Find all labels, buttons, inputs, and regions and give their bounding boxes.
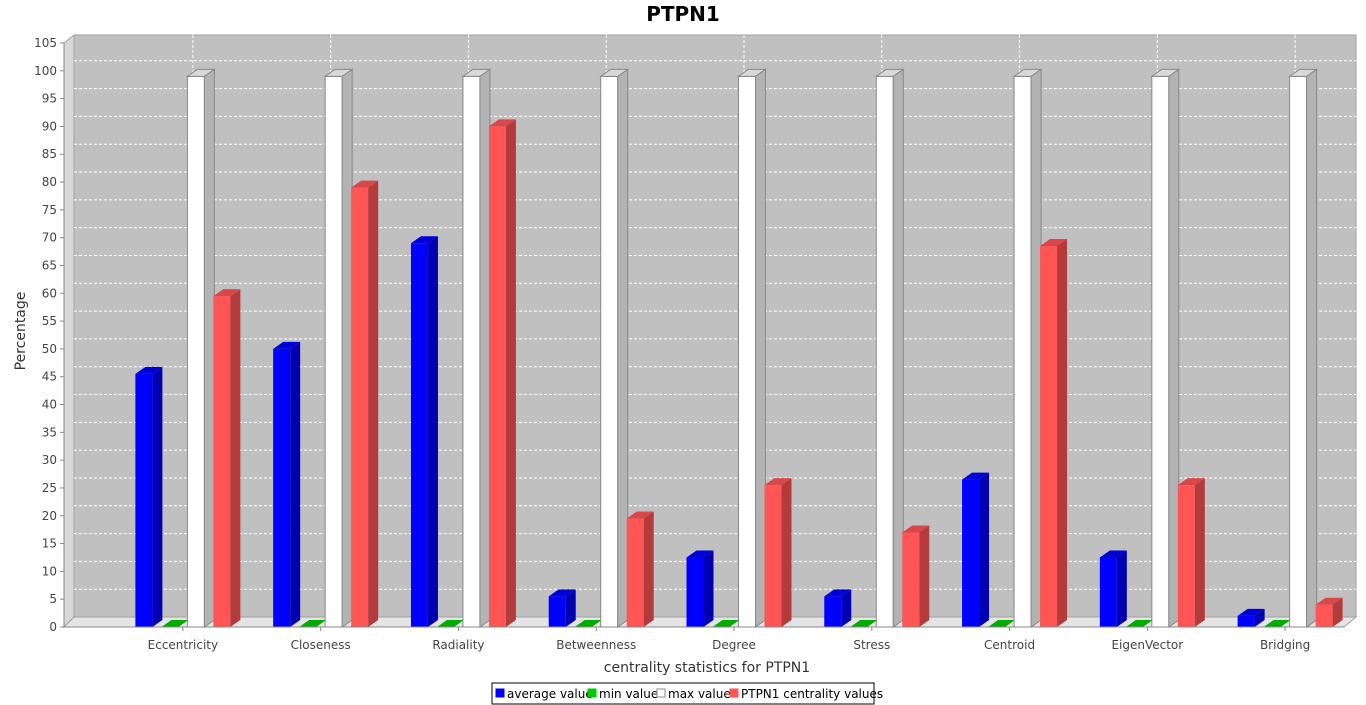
bar: [185, 68, 216, 628]
legend-item: min value: [587, 687, 658, 701]
x-tick-label: Stress: [853, 638, 890, 652]
bar: [1315, 597, 1343, 627]
bar: [461, 68, 492, 628]
y-tick-label: 15: [42, 537, 57, 551]
y-tick-label: 0: [49, 620, 57, 634]
x-tick-label: EigenVector: [1111, 638, 1183, 652]
legend: average value min value max value PTPN1 cen…: [491, 682, 883, 705]
x-tick-label: Closeness: [291, 638, 351, 652]
y-tick-label: 75: [42, 203, 57, 217]
x-axis-label: centrality statistics for PTPN1: [604, 660, 810, 676]
y-tick-label: 100: [34, 64, 57, 78]
bar: [874, 68, 905, 628]
legend-swatch: [587, 688, 597, 698]
legend-label: max value: [668, 687, 731, 701]
legend-item: average value: [495, 687, 593, 701]
x-tick-label: Centroid: [984, 638, 1035, 652]
y-tick-label: 35: [42, 425, 57, 439]
y-tick-label: 55: [42, 314, 57, 328]
bar: [962, 472, 990, 627]
x-axis: Eccentricity Closeness Radiality Betweennes…: [64, 626, 1344, 652]
bar: [626, 511, 654, 627]
y-tick-label: 85: [42, 147, 57, 161]
x-tick-label: Bridging: [1260, 638, 1310, 652]
legend-item: max value: [656, 687, 731, 701]
x-tick-label: Degree: [712, 638, 756, 652]
y-tick-label: 10: [42, 564, 57, 578]
bar: [1040, 239, 1068, 627]
legend-swatch: [656, 688, 666, 698]
y-tick-label: 30: [42, 453, 57, 467]
bar: [410, 236, 438, 627]
y-tick-label: 60: [42, 286, 57, 300]
y-tick-label: 95: [42, 92, 57, 106]
y-tick-label: 20: [42, 509, 57, 523]
y-tick-label: 80: [42, 175, 57, 189]
bar: [599, 68, 630, 628]
y-tick-label: 50: [42, 342, 57, 356]
legend-swatch: [495, 688, 505, 698]
bar: [1150, 68, 1181, 628]
legend-label: PTPN1 centrality values: [741, 687, 883, 701]
y-tick-label: 90: [42, 119, 57, 133]
y-axis-label: Percentage: [13, 292, 29, 371]
legend-swatch: [729, 688, 739, 698]
y-tick-label: 25: [42, 481, 57, 495]
bar: [213, 289, 241, 627]
y-tick-label: 5: [49, 592, 57, 606]
x-tick-label: Betweenness: [556, 638, 636, 652]
bar: [736, 68, 768, 628]
legend-label: average value: [507, 687, 593, 701]
bar: [548, 589, 576, 627]
y-axis: 0 5 10 15 20 25 30 35 40 45 50 55 60 65 70 75 80 85 90 95 10…: [34, 36, 65, 634]
y-tick-label: 70: [42, 231, 57, 245]
left-wall: [63, 33, 75, 629]
legend-label: min value: [599, 687, 658, 701]
bar: [488, 119, 516, 627]
bar: [1288, 68, 1319, 628]
x-tick-label: Eccentricity: [148, 638, 218, 652]
bar: [323, 68, 354, 628]
bar: [1099, 550, 1127, 627]
bar: [351, 180, 379, 627]
y-tick-label: 105: [34, 36, 57, 50]
y-tick-label: 45: [42, 370, 57, 384]
x-tick-label: Radiality: [432, 638, 484, 652]
bar: [1012, 68, 1043, 628]
bar: [686, 550, 714, 627]
bar: [824, 589, 852, 627]
legend-box: [491, 682, 875, 705]
bar: [1177, 478, 1205, 627]
y-tick-label: 40: [42, 398, 57, 412]
legend-item: PTPN1 centrality values: [729, 687, 883, 701]
bar: [273, 341, 301, 627]
bar: [764, 478, 792, 627]
chart-title: PTPN1: [646, 2, 720, 26]
bars: [135, 68, 1343, 628]
bar: [135, 366, 163, 627]
bar: [902, 525, 930, 627]
y-tick-label: 65: [42, 258, 57, 272]
bar: [1237, 608, 1265, 627]
